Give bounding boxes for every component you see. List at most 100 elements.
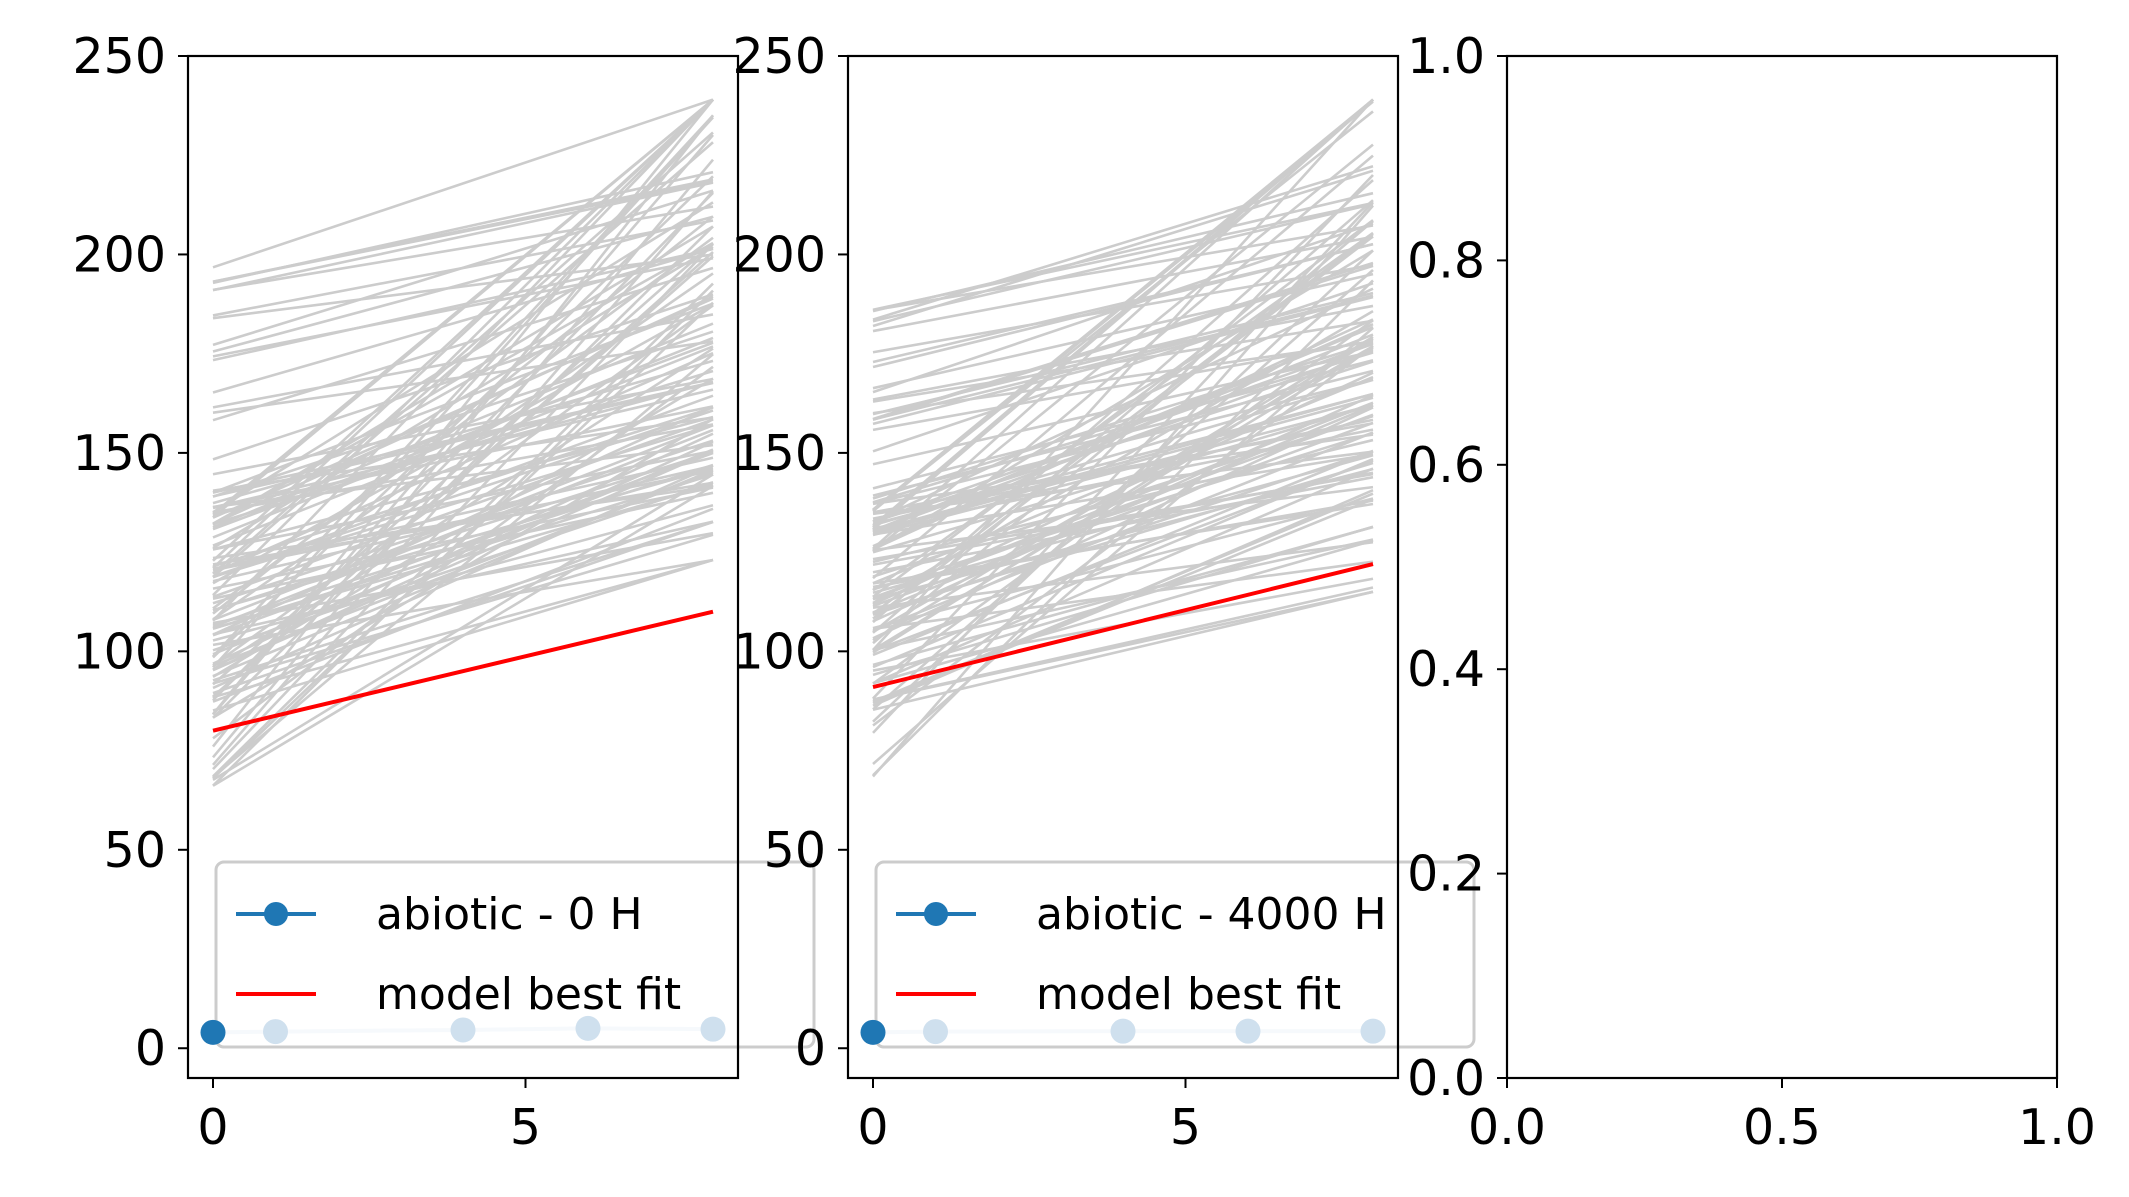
posterior-sample-line: [872, 342, 1374, 523]
posterior-sample-line: [872, 304, 1374, 401]
posterior-sample-line: [872, 224, 1374, 312]
posterior-sample-line: [211, 98, 715, 715]
data-point: [700, 1016, 726, 1042]
axes-frame: [846, 54, 1400, 1080]
y-tick-label: 250: [72, 28, 166, 85]
legend-label-fit: model best fit: [1036, 969, 1341, 1020]
y-tick-label: 0.6: [1407, 437, 1485, 494]
posterior-sample-line: [872, 243, 1374, 364]
posterior-sample-line: [872, 459, 1374, 653]
posterior-sample-line: [212, 520, 714, 682]
data-point: [200, 1019, 226, 1045]
posterior-sample-line: [212, 533, 714, 685]
legend-label-data: abiotic - 0 H: [376, 889, 643, 940]
plot-area: [872, 98, 1374, 1035]
posterior-sample-line: [212, 255, 714, 698]
x-tick-label: 0: [857, 1099, 888, 1156]
posterior-sample-line: [212, 520, 714, 695]
posterior-sample-line: [872, 154, 1374, 580]
legend-data-marker: [264, 902, 288, 926]
y-tick-label: 250: [732, 28, 826, 85]
posterior-sample-line: [212, 507, 714, 703]
posterior-sample-line: [212, 301, 714, 780]
posterior-sample-line: [872, 272, 1374, 390]
posterior-sample-line: [212, 405, 714, 636]
posterior-sample-line: [872, 348, 1374, 533]
posterior-sample-line: [212, 377, 714, 476]
posterior-sample-line: [872, 539, 1374, 685]
y-tick-label: 100: [72, 623, 166, 680]
posterior-sample-line: [212, 247, 714, 362]
posterior-sample-line: [872, 294, 1374, 421]
posterior-sample-line: [212, 253, 714, 320]
y-tick-label: 200: [732, 226, 826, 283]
posterior-sample-line: [212, 225, 714, 719]
posterior-sample-line: [872, 351, 1374, 504]
data-point: [575, 1015, 601, 1041]
posterior-sample-line: [872, 525, 1374, 677]
data-point: [1360, 1018, 1386, 1044]
posterior-sample-line: [212, 359, 714, 505]
posterior-sample-line: [872, 467, 1374, 685]
posterior-sample-line: [872, 502, 1374, 585]
posterior-sample-line: [872, 98, 1374, 651]
posterior-sample-line: [212, 449, 714, 551]
posterior-sample-line: [872, 235, 1374, 333]
posterior-sample-line: [872, 414, 1374, 578]
posterior-sample-line: [212, 243, 714, 770]
legend-box: [214, 860, 816, 1049]
data-point: [860, 1019, 886, 1045]
posterior-sample-line: [872, 489, 1374, 707]
posterior-sample-line: [872, 485, 1374, 552]
posterior-sample-line: [212, 247, 714, 394]
x-tick-label: 5: [510, 1099, 541, 1156]
posterior-sample-line: [872, 199, 1374, 634]
posterior-sample-line: [872, 403, 1374, 537]
posterior-sample-line: [212, 481, 714, 566]
x-tick-label: 0: [197, 1099, 228, 1156]
legend-data-marker: [924, 902, 948, 926]
posterior-sample-line: [872, 340, 1374, 415]
posterior-sample-line: [872, 450, 1374, 516]
posterior-sample-line: [872, 449, 1374, 657]
x-tick-label: 1.0: [2018, 1099, 2096, 1156]
legend: abiotic - 0 H model best fit: [214, 860, 816, 1049]
best-fit-line: [212, 609, 714, 733]
posterior-sample-line: [872, 169, 1374, 328]
posterior-sample-line: [872, 201, 1374, 311]
posterior-sample-line: [212, 353, 714, 779]
y-tick-label: 1.0: [1407, 28, 1485, 85]
posterior-sample-line: [212, 486, 714, 590]
posterior-sample-line: [872, 319, 1374, 403]
legend-box: [874, 860, 1476, 1049]
subplot-3: 0.0 0.5 1.0 0.0 0.2 0.4 0.6 0.8 1.0: [1407, 28, 2096, 1156]
posterior-sample-line: [872, 344, 1374, 727]
posterior-sample-line: [872, 461, 1374, 615]
posterior-sample-line: [872, 100, 1374, 513]
x-tick-label: 0.0: [1468, 1099, 1546, 1156]
posterior-sample-line: [212, 141, 714, 579]
x-tick-label: 0.5: [1743, 1099, 1821, 1156]
plot-area: [211, 98, 715, 1035]
posterior-sample-line: [872, 538, 1374, 652]
best-fit-line: [872, 562, 1374, 690]
posterior-sample-line: [212, 205, 714, 292]
data-point: [923, 1019, 948, 1045]
posterior-sample-line: [872, 202, 1374, 323]
y-tick-label: 50: [764, 822, 826, 879]
posterior-sample-line: [212, 558, 714, 712]
data-point: [263, 1019, 288, 1045]
posterior-sample-line: [212, 473, 714, 781]
y-tick-label: 0.4: [1407, 641, 1485, 698]
y-tick-label: 0.2: [1407, 846, 1485, 903]
posterior-sample-line: [212, 236, 714, 610]
posterior-sample-line: [212, 449, 714, 672]
posterior-sample-line: [872, 341, 1374, 500]
posterior-sample-line: [212, 180, 714, 284]
posterior-sample-line: [872, 201, 1374, 734]
posterior-sample-line: [872, 263, 1374, 354]
